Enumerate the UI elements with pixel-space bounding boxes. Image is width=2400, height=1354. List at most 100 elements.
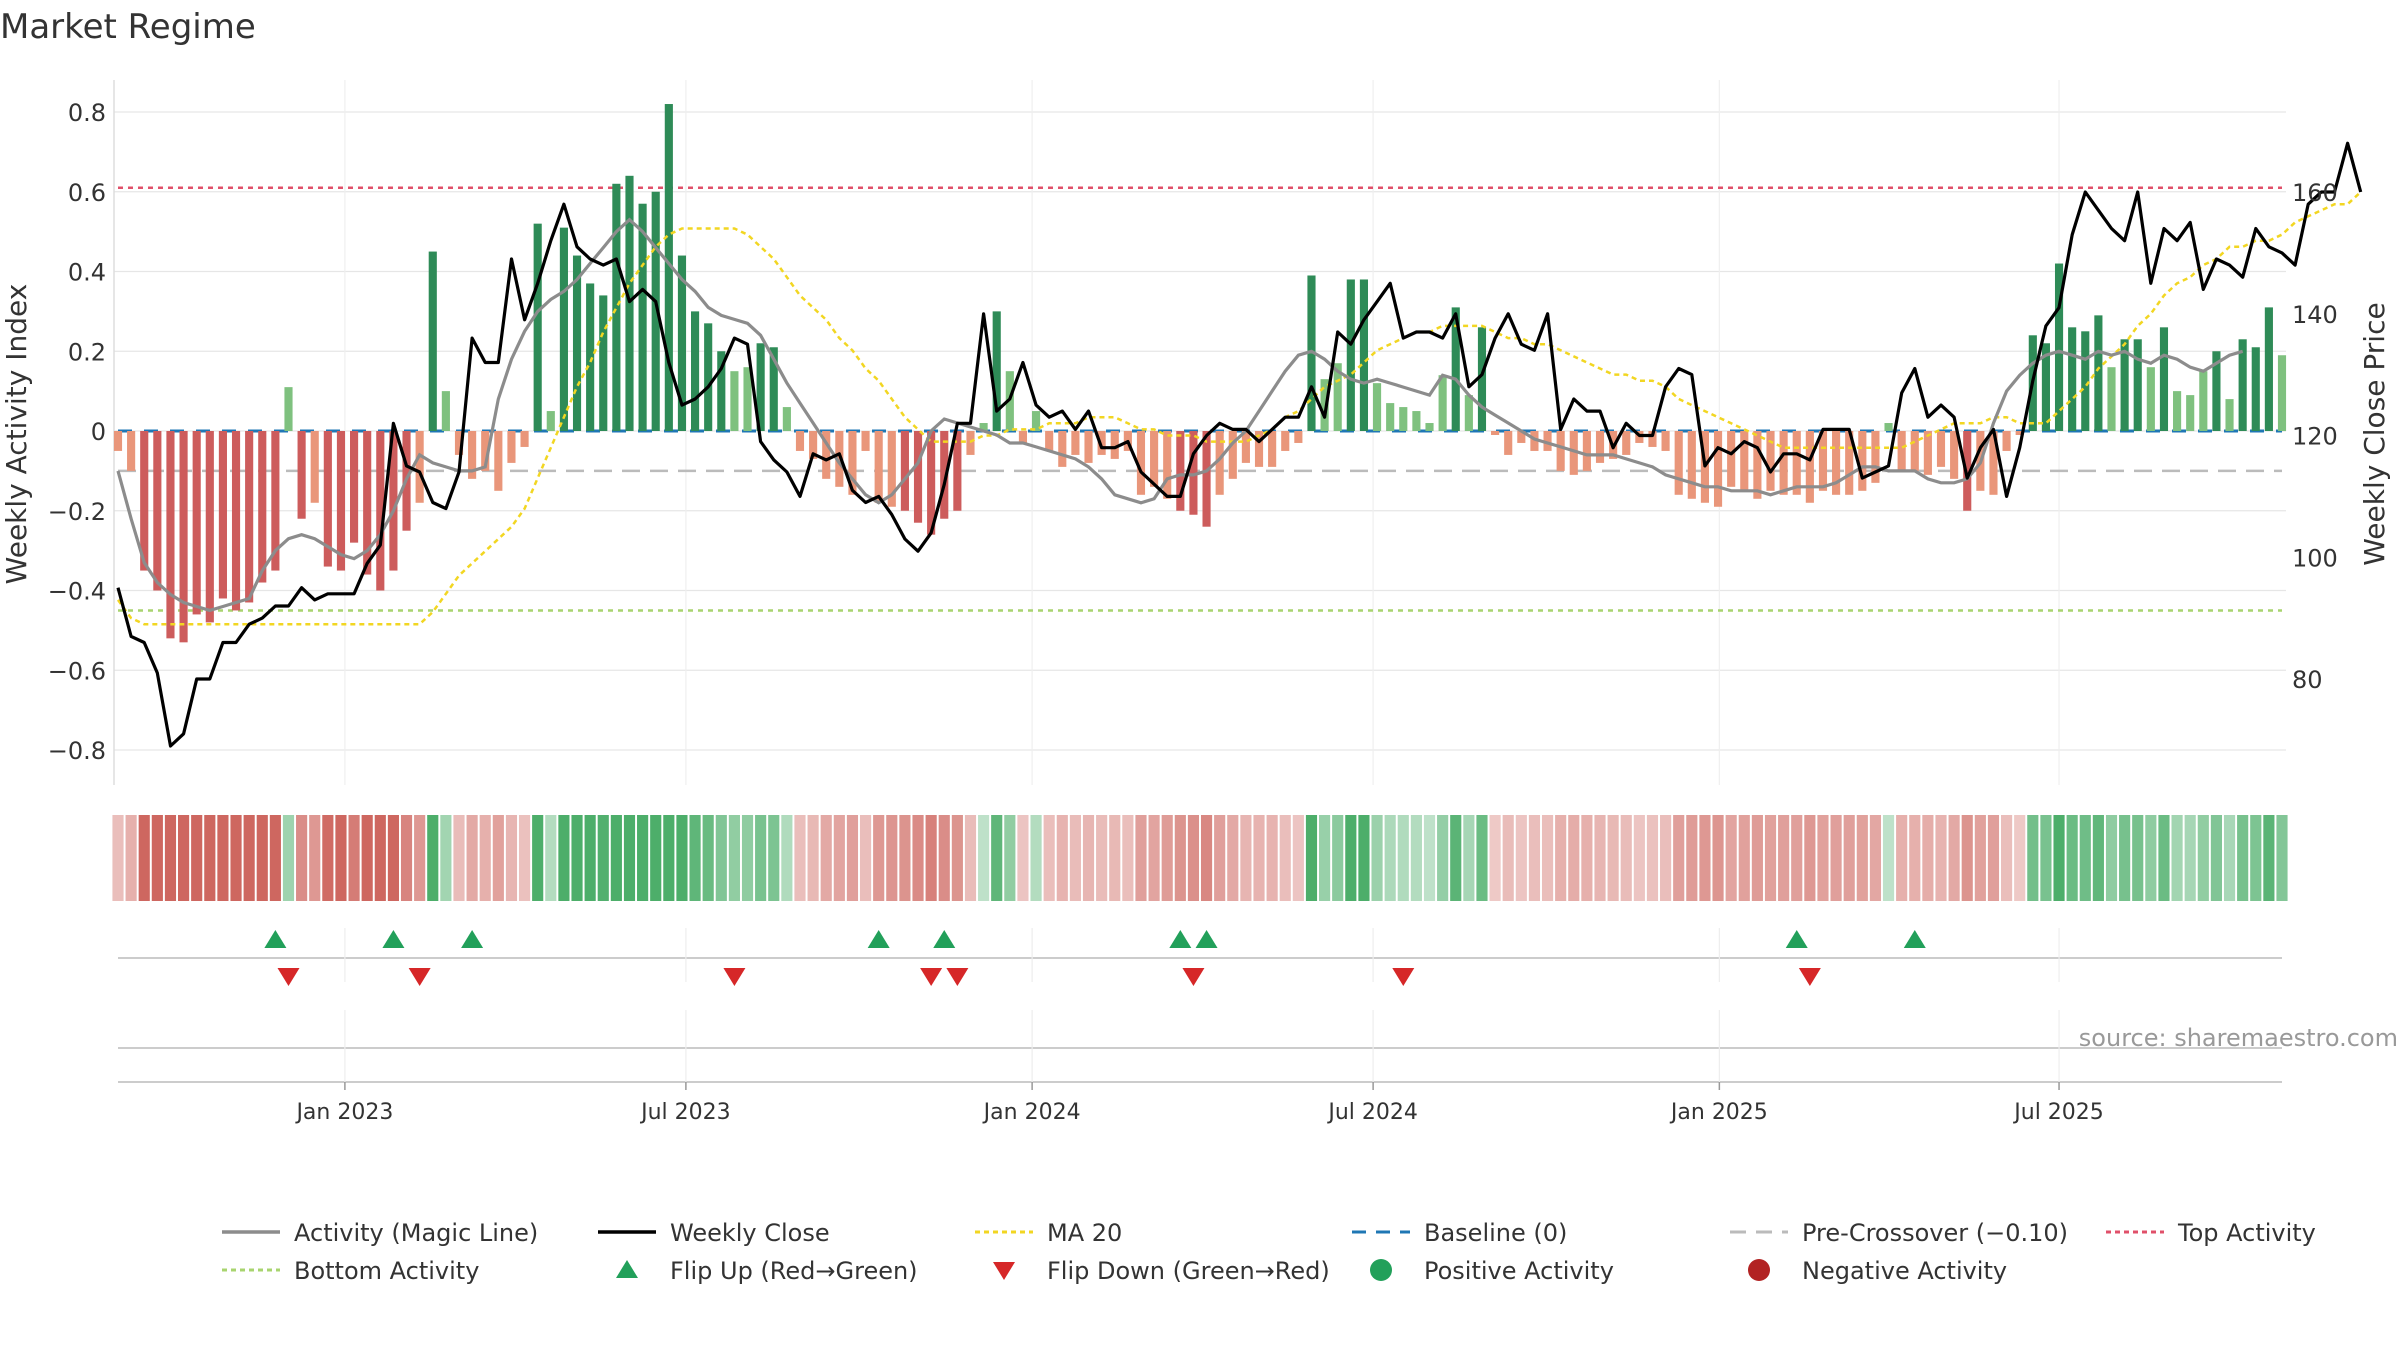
activity-bar [468,431,477,479]
regime-strip-cell [2276,815,2288,901]
regime-strip-cell [374,815,386,901]
regime-strip-cell [1187,815,1200,901]
activity-bar [1097,431,1106,455]
activity-bar [166,431,175,639]
activity-bar [1031,411,1041,431]
regime-strip-cell [1384,815,1396,901]
regime-strip-cell [781,815,793,901]
regime-strip-cell [610,815,622,901]
regime-strip-cell [1200,815,1213,901]
regime-strip-cell [256,815,268,901]
flip-down-marker [408,968,431,986]
regime-strip-cell [2066,815,2078,901]
regime-strip-cell [1371,815,1383,901]
activity-bar [1281,431,1290,451]
activity-bar [2238,339,2247,431]
y2-tick-label: 160 [2292,179,2338,207]
y-tick-label: 0 [91,418,106,446]
activity-bar [1530,431,1539,451]
flip-up-marker [867,930,890,948]
legend-negative-activity-icon [1748,1259,1770,1281]
regime-strip-cell [296,815,308,901]
regime-strip-cell [1725,815,1737,901]
activity-bar [350,431,359,543]
regime-strip-cell [571,815,583,901]
regime-strip-cell [1253,815,1265,901]
regime-strip-cell [1502,815,1514,901]
regime-strip-cell [1791,815,1803,901]
regime-strip-cell [1528,815,1541,901]
activity-bar [992,311,1001,431]
regime-strip-cell [1423,815,1436,901]
legend-label: MA 20 [1047,1219,1122,1247]
regime-strip-cell [1882,815,1895,901]
activity-bar [1936,431,1946,467]
flip-down-marker [1798,968,1821,986]
activity-bar [677,255,687,431]
y-tick-label: 0.6 [68,179,106,207]
activity-bar [1189,431,1198,515]
activity-bar [1740,431,1749,491]
regime-strip-cell [1056,815,1068,901]
y-tick-label: −0.6 [48,657,106,685]
legend-label: Baseline (0) [1424,1219,1567,1247]
flip-markers-panel [118,928,2282,1083]
regime-strip-cell [676,815,688,901]
regime-strip-cell [1581,815,1593,901]
x-axis-ticks: Jan 2023 Jul 2023 Jan 2024 Jul 2024 Jan 2025… [294,1082,2104,1125]
activity-bar [1884,423,1893,431]
regime-strip-cell [1043,815,1055,901]
activity-bar [848,431,857,495]
activity-bar [1871,431,1880,483]
flip-down-marker [723,968,746,986]
activity-bar [1150,431,1159,487]
flip-down-marker [1392,968,1415,986]
regime-strip-cell [532,815,544,901]
activity-bar [1753,431,1762,499]
activity-bar [127,431,136,471]
activity-bar [1386,403,1395,431]
regime-strip-cell [755,815,767,901]
activity-bar [887,431,896,507]
regime-strip-cell [1948,815,1960,901]
series-lines [116,141,2363,748]
regime-strip-cell [925,815,937,901]
legend-flip-down-icon [993,1262,1015,1280]
activity-bar [494,431,503,491]
regime-strip-cell [1410,815,1422,901]
regime-strip-cell [1082,815,1095,901]
activity-bar [1687,431,1696,499]
activity-bar [1412,411,1421,431]
activity-bar [1359,279,1369,431]
x-tick-label: Jan 2023 [294,1100,393,1125]
y2-axis-ticks: 160 140 120 100 80 [2292,179,2338,694]
activity-bar [1923,431,1932,475]
regime-strip-cell [282,815,295,901]
x-tick-label: Jul 2023 [639,1100,731,1125]
activity-bar [704,323,713,431]
activity-bar [2133,339,2142,431]
regime-strip-cell [584,815,596,901]
regime-strip-cell [964,815,977,901]
regime-strip-cell [1764,815,1777,901]
activity-bar [441,391,450,431]
activity-bar [1950,431,1959,479]
activity-bar [2054,263,2064,431]
x-tick-label: Jan 2024 [982,1100,1081,1125]
regime-strip-cell [1292,815,1304,901]
legend-label: Positive Activity [1424,1257,1614,1285]
activity-bar [2146,367,2155,431]
activity-bar [913,431,923,523]
activity-bar [1163,431,1172,499]
regime-strip-cell [1161,815,1173,901]
activity-bar [953,431,962,511]
regime-strip-cell [151,815,163,901]
y-axis-label: Weekly Activity Index [0,284,33,585]
activity-bar [1858,431,1867,491]
activity-bar [2173,391,2182,431]
activity-bar [1176,431,1185,511]
activity-bars [113,104,2287,643]
regime-strip-cell [1817,815,1829,901]
